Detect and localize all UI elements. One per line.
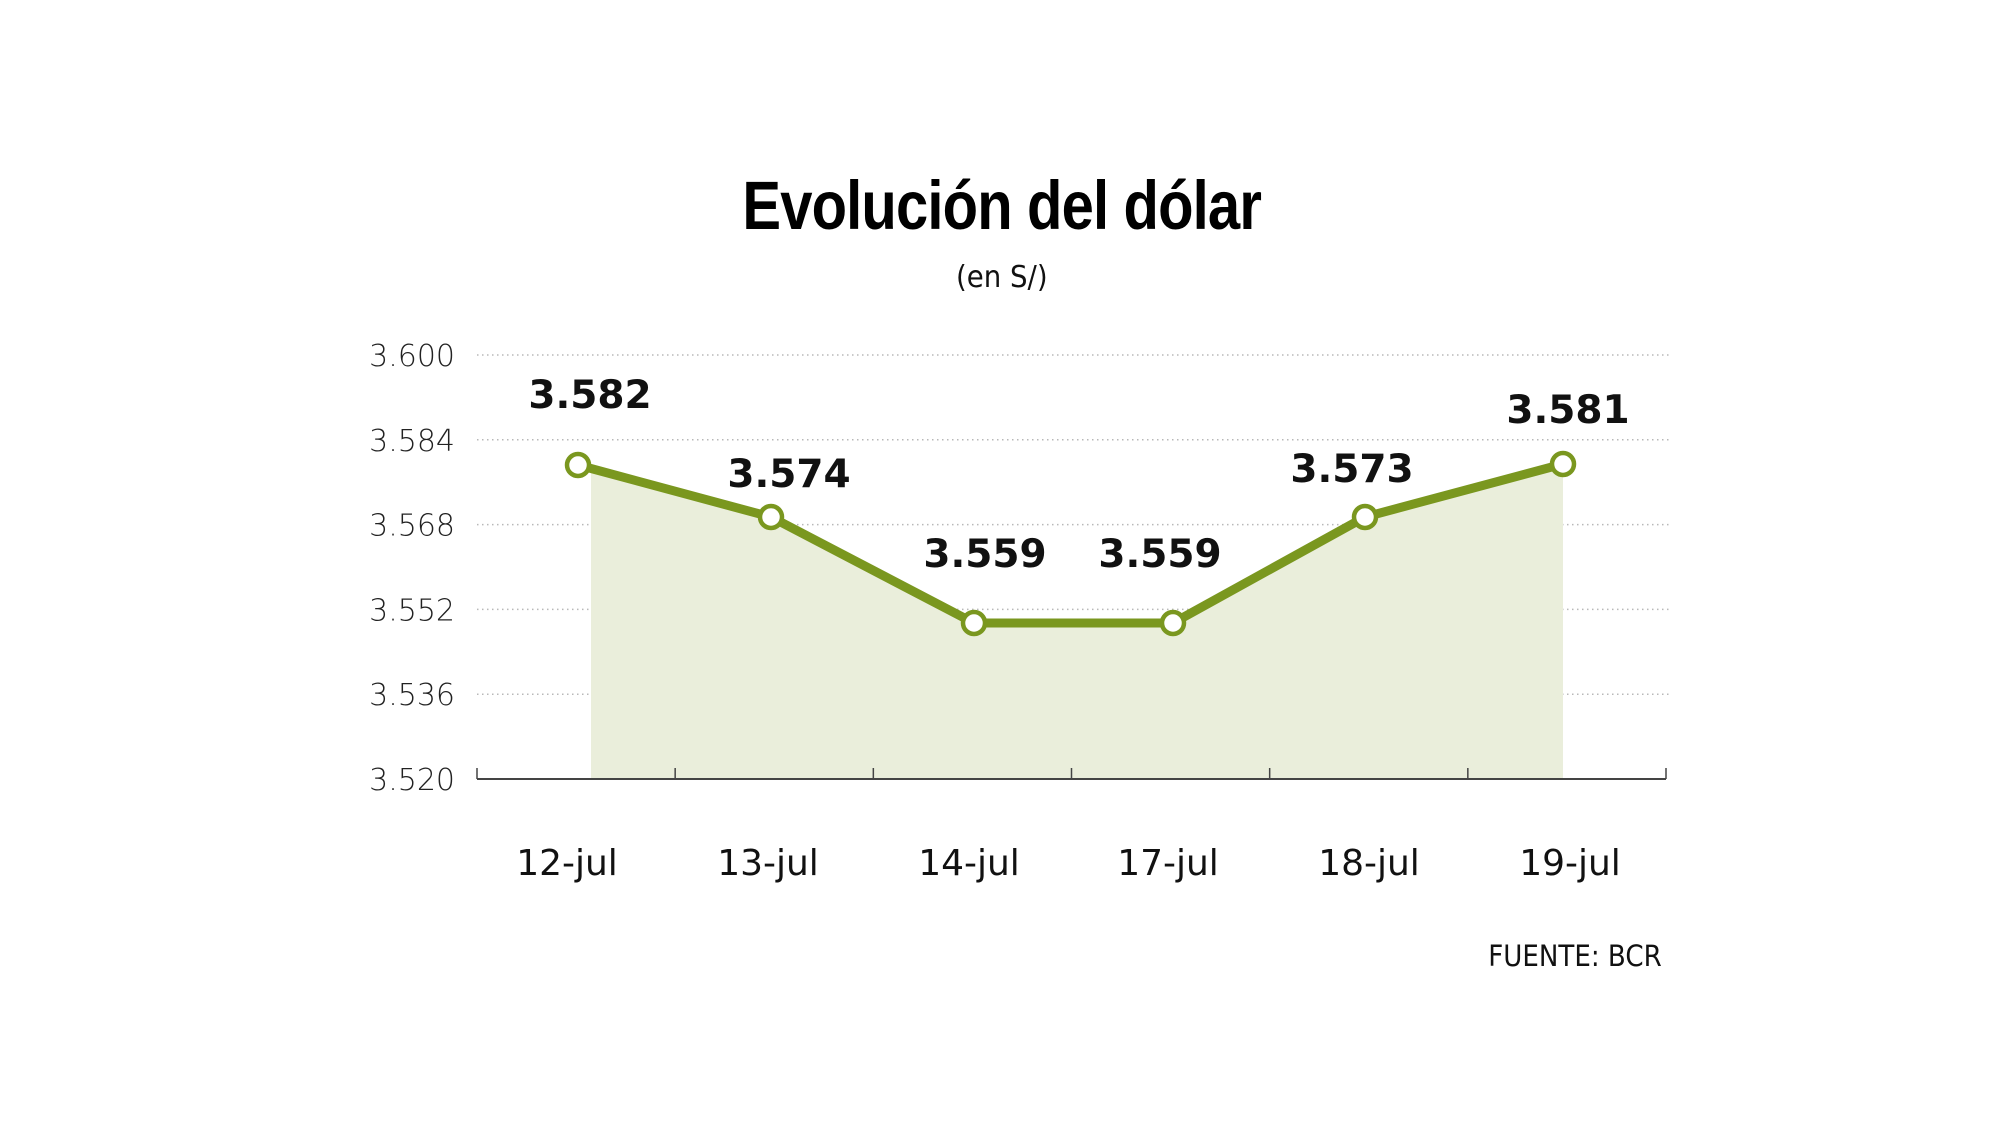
data-labels: 3.582 3.574 3.559 3.559 3.573 3.581 xyxy=(528,373,1629,577)
y-tick-label: 3.600 xyxy=(369,339,455,374)
chart-title-text: Evolución del dólar xyxy=(742,167,1261,244)
chart-subtitle-text: (en S/) xyxy=(955,260,1048,295)
x-tick-label: 18-jul xyxy=(1318,843,1420,884)
data-markers xyxy=(564,450,1577,637)
source-note: FUENTE: BCR xyxy=(1400,938,1662,974)
data-value-label: 3.574 xyxy=(727,452,850,497)
y-tick-label: 3.520 xyxy=(369,763,455,798)
x-tick-label: 14-jul xyxy=(918,843,1020,884)
data-point-marker xyxy=(1159,609,1187,637)
data-point-marker xyxy=(564,451,592,479)
data-value-label: 3.573 xyxy=(1290,447,1413,492)
area-fill xyxy=(578,464,1563,779)
data-point-marker xyxy=(1351,503,1379,531)
data-value-label: 3.559 xyxy=(1098,532,1221,577)
y-axis-labels: 3.600 3.584 3.568 3.552 3.536 3.520 xyxy=(369,339,455,798)
source-text: FUENTE: BCR xyxy=(1488,939,1662,973)
data-point-marker xyxy=(1549,450,1577,478)
x-tick-label: 17-jul xyxy=(1117,843,1219,884)
y-tick-label: 3.552 xyxy=(369,593,455,628)
data-point-marker xyxy=(960,609,988,637)
x-axis xyxy=(476,768,1667,780)
x-tick-label: 13-jul xyxy=(717,843,819,884)
x-tick-label: 19-jul xyxy=(1519,843,1621,884)
data-point-marker xyxy=(757,503,785,531)
y-tick-label: 3.568 xyxy=(369,509,455,544)
data-value-label: 3.582 xyxy=(528,373,651,418)
chart-subtitle: (en S/) xyxy=(0,258,2003,298)
data-line xyxy=(573,459,1568,628)
y-tick-label: 3.536 xyxy=(369,678,455,713)
data-value-label: 3.581 xyxy=(1506,388,1629,433)
chart-title: Evolución del dólar xyxy=(0,166,2003,246)
x-tick-label: 12-jul xyxy=(516,843,618,884)
x-axis-labels: 12-jul 13-jul 14-jul 17-jul 18-jul 19-jul xyxy=(516,843,1621,884)
data-value-label: 3.559 xyxy=(923,532,1046,577)
y-tick-label: 3.584 xyxy=(369,424,455,459)
